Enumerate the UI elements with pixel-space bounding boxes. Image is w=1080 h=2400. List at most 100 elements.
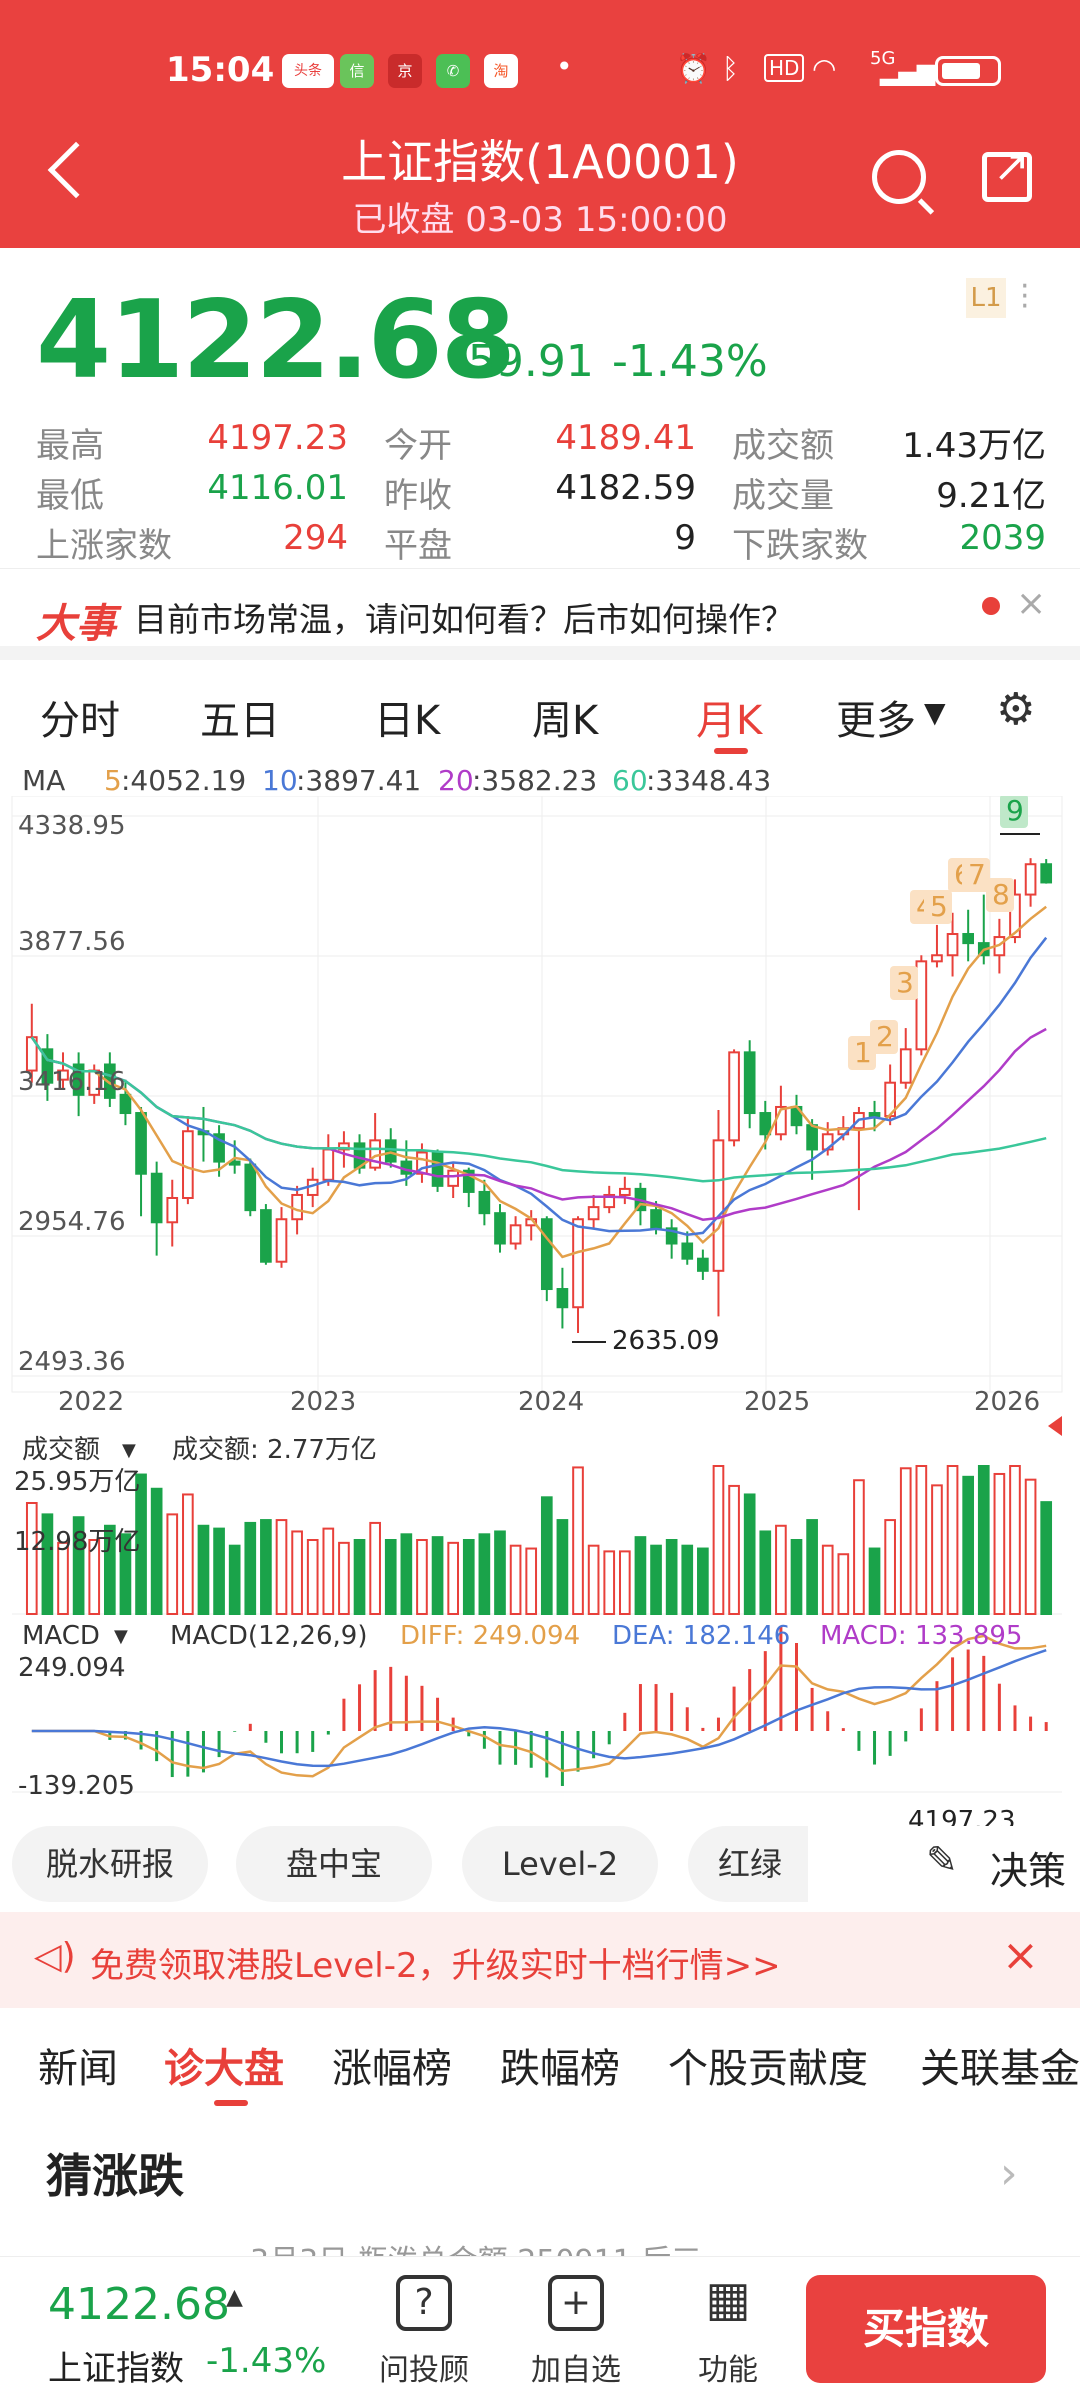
collapse-arrow-icon[interactable] xyxy=(1048,1416,1062,1436)
plus-icon[interactable]: + xyxy=(548,2275,604,2331)
volume-bar xyxy=(228,1544,241,1616)
stat-value: 4182.59 xyxy=(555,468,696,508)
news-banner[interactable]: 大事 目前市场常温，请问如何看？后市如何操作？ × xyxy=(0,568,1080,660)
tab-related-funds[interactable]: 关联基金 xyxy=(920,2046,1080,2092)
k-line-chart[interactable]: 4338.95 3877.56 3416.16 2954.76 2493.36 2022… xyxy=(0,796,1080,1826)
candle xyxy=(447,1169,460,1187)
macd-tick-bottom: -139.205 xyxy=(18,1771,135,1801)
feature-chips: 脱水研报 盘中宝 Level-2 红绿电 ✎ 决策 xyxy=(0,1826,1080,1916)
candle xyxy=(244,1163,257,1212)
chip-red-green[interactable]: 红绿电 xyxy=(688,1826,808,1902)
tab-daily-k[interactable]: 日K xyxy=(374,698,441,744)
guess-section-title[interactable]: 猜涨跌 xyxy=(46,2149,184,2203)
candle xyxy=(57,1069,69,1081)
ma20-period: 20 xyxy=(438,764,474,797)
promo-banner[interactable]: ◁) 免费领取港股Level-2，升级实时十档行情>> × xyxy=(0,1912,1080,2008)
tab-weekly-k[interactable]: 周K xyxy=(532,698,599,744)
macd-dea-line xyxy=(31,1649,1047,1768)
bottom-pct: -1.43% xyxy=(206,2341,327,2381)
status-time: 15:04 xyxy=(166,50,275,90)
question-icon[interactable]: ? xyxy=(396,2275,452,2331)
stat-label: 下跌家数 xyxy=(732,526,868,566)
volume-bar xyxy=(743,1493,756,1616)
chip-intraday-treasure[interactable]: 盘中宝 xyxy=(236,1826,432,1902)
chip-level2[interactable]: Level-2 xyxy=(462,1826,658,1902)
candle xyxy=(946,933,959,957)
tab-monthly-k[interactable]: 月K xyxy=(696,698,763,744)
tab-gainers[interactable]: 涨幅榜 xyxy=(332,2046,452,2092)
news-text[interactable]: 目前市场常温，请问如何看？后市如何操作？ xyxy=(134,600,794,639)
level-badge[interactable]: L1 xyxy=(966,278,1006,318)
ma5-period: 5 xyxy=(104,764,122,797)
tab-intraday[interactable]: 分时 xyxy=(40,698,120,744)
ask-advisor-button[interactable]: 问投顾 xyxy=(379,2353,469,2388)
macd-tick-top: 249.094 xyxy=(18,1653,126,1683)
more-icon[interactable]: · · · xyxy=(1020,269,1030,324)
candle xyxy=(728,1051,740,1142)
volume-bar xyxy=(712,1465,725,1615)
volume-bar xyxy=(618,1550,631,1616)
tab-news[interactable]: 新闻 xyxy=(38,2046,118,2092)
ma60-period: 60 xyxy=(612,764,648,797)
promo-close-icon[interactable]: × xyxy=(1002,1930,1039,1981)
volume-bar xyxy=(182,1493,194,1616)
candle xyxy=(556,1288,569,1309)
battery-icon xyxy=(935,56,1001,86)
network-type: 5G xyxy=(870,48,896,69)
volume-bar xyxy=(275,1519,288,1615)
chip-decision[interactable]: 决策 xyxy=(990,1849,1067,1893)
buy-index-button[interactable]: 买指数 xyxy=(806,2275,1046,2383)
stat-value: 4197.23 xyxy=(207,418,348,458)
volume-bar xyxy=(884,1519,896,1615)
ma10-line xyxy=(30,936,1048,1236)
volume-tick-top: 25.95万亿 xyxy=(14,1467,140,1497)
candle xyxy=(650,1209,662,1230)
chip-research[interactable]: 脱水研报 xyxy=(12,1826,208,1902)
add-watchlist-button[interactable]: 加自选 xyxy=(531,2353,621,2388)
volume-bar xyxy=(993,1472,1006,1615)
macd-dropdown-icon[interactable]: ▼ xyxy=(114,1626,128,1647)
tab-stock-contribution[interactable]: 个股贡献度 xyxy=(668,2046,868,2092)
sequence-tag: 7 xyxy=(968,858,986,891)
volume-dropdown-icon[interactable]: ▼ xyxy=(122,1440,136,1461)
volume-bar xyxy=(853,1479,865,1615)
gear-icon[interactable]: ⚙ xyxy=(996,684,1036,735)
volume-bar xyxy=(447,1541,460,1615)
functions-button[interactable]: 功能 xyxy=(698,2353,758,2388)
volume-bar xyxy=(790,1539,803,1615)
volume-bar xyxy=(837,1553,850,1616)
candle xyxy=(587,1206,600,1221)
candle xyxy=(759,1112,772,1136)
share-icon[interactable] xyxy=(982,141,1032,202)
candle xyxy=(291,1193,303,1221)
close-icon[interactable]: × xyxy=(1016,583,1047,624)
tab-diagnose-market[interactable]: 诊大盘 xyxy=(164,2046,284,2092)
grid-icon[interactable]: ▦ xyxy=(705,2271,751,2327)
volume-bar xyxy=(41,1513,54,1616)
price-change-pct: -1.43% xyxy=(612,336,768,387)
tab-five-day[interactable]: 五日 xyxy=(200,698,280,744)
jd-app-icon: 京 xyxy=(388,54,422,88)
volume-bar xyxy=(431,1536,444,1616)
ma-label: MA xyxy=(22,764,66,797)
tab-more[interactable]: 更多 xyxy=(836,698,916,744)
macd-label[interactable]: MACD xyxy=(22,1621,100,1651)
volume-label[interactable]: 成交额 xyxy=(22,1435,100,1465)
stat-label: 成交额 xyxy=(732,426,834,466)
search-icon[interactable] xyxy=(872,150,926,204)
macd-diff-line xyxy=(31,1634,1047,1778)
tab-losers[interactable]: 跌幅榜 xyxy=(500,2046,620,2092)
bottom-price: 4122.68 xyxy=(48,2279,230,2330)
candle xyxy=(369,1139,381,1169)
chevron-right-icon[interactable]: › xyxy=(1000,2148,1018,2199)
notification-dot-icon: • xyxy=(556,50,573,83)
volume-bar xyxy=(868,1547,881,1615)
volume-bar xyxy=(806,1519,818,1615)
x-tick-label: 2024 xyxy=(518,1387,584,1417)
bottom-bar: 4122.68 ▲ 上证指数 -1.43% ? 问投顾 + 加自选 ▦ 功能 买… xyxy=(0,2256,1080,2400)
sequence-tag: 2 xyxy=(876,1020,894,1053)
candle xyxy=(806,1124,818,1151)
decision-icon[interactable]: ✎ xyxy=(926,1838,958,1882)
chevron-down-icon[interactable]: ▼ xyxy=(924,696,946,729)
promo-text[interactable]: 免费领取港股Level-2，升级实时十档行情>> xyxy=(90,1946,781,1986)
